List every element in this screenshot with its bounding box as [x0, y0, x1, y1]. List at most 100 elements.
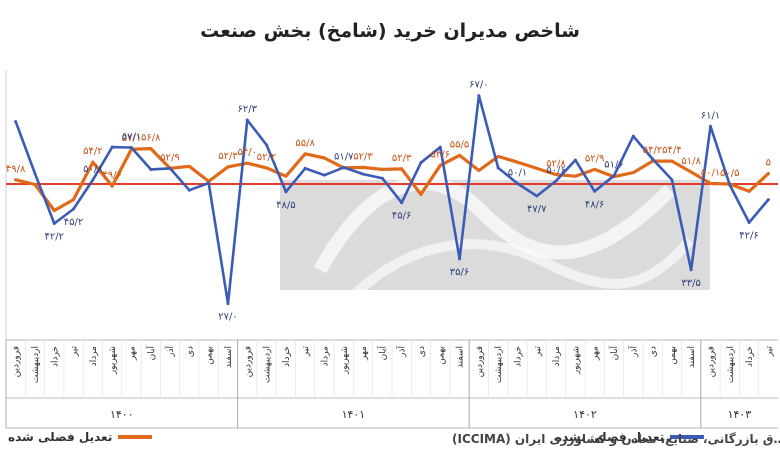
month-tick-label-28: مرداد: [552, 346, 562, 366]
month-tick-label-18: مهر: [359, 346, 369, 361]
non-seasonal-data-label-14: ۴۸/۵: [276, 200, 295, 211]
non-seasonal-data-label-28: ۵۰/۶: [546, 165, 565, 176]
non-seasonal-point-5: [110, 145, 114, 149]
seasonal-data-label-8: ۵۲/۹: [160, 152, 179, 163]
seasonal-data-label-15: ۵۵/۸: [295, 138, 315, 149]
seasonal-data-label-39: ۵: [766, 158, 771, 169]
non-seasonal-data-label-3: ۴۵/۲: [64, 217, 83, 228]
seasonal-point-13: [265, 166, 269, 170]
legend-seasonal: تعدیل فصلی شده: [8, 430, 153, 444]
chart-title: شاخص مدیران خرید (شامخ) بخش صنعت: [200, 20, 580, 42]
month-tick-label-10: بهمن: [205, 346, 215, 365]
non-seasonal-point-25: [496, 166, 500, 170]
month-tick-label-35: اسفند: [687, 346, 697, 368]
non-seasonal-point-18: [361, 172, 365, 176]
non-seasonal-point-13: [265, 143, 269, 147]
legend-non-seasonal: تعدیل فصلی نشده: [555, 430, 705, 444]
seasonal-point-3: [72, 198, 76, 202]
non-seasonal-point-3: [72, 207, 76, 211]
legend-seasonal-label: تعدیل فصلی شده: [8, 430, 113, 444]
legend-non-seasonal-label: تعدیل فصلی نشده: [555, 430, 665, 444]
month-tick-label-22: بهمن: [436, 346, 446, 365]
seasonal-point-14: [284, 174, 288, 178]
seasonal-point-1: [33, 183, 37, 187]
non-seasonal-point-16: [322, 173, 326, 177]
non-seasonal-point-9: [187, 188, 191, 192]
month-tick-label-9: دی: [185, 346, 195, 357]
series-line-seasonal: [14, 147, 771, 213]
non-seasonal-point-14: [284, 190, 288, 194]
month-tick-label-5: شهریور: [108, 346, 118, 375]
non-seasonal-point-38: [747, 220, 751, 224]
seasonal-point-23: [458, 153, 462, 157]
month-tick-label-27: تیر: [533, 346, 543, 358]
seasonal-point-36: [708, 181, 712, 185]
month-tick-label-19: آبان: [376, 346, 388, 361]
month-tick-label-13: اردیبهشت: [263, 346, 273, 383]
non-seasonal-data-label-6: ۵۷/۱: [122, 132, 141, 143]
year-label-2: ۱۴۰۲: [573, 408, 597, 421]
non-seasonal-point-4: [91, 178, 95, 182]
non-seasonal-point-39: [766, 198, 770, 202]
month-tick-label-25: اردیبهشت: [494, 346, 504, 383]
seasonal-data-label-5: ۴۹/۶: [102, 170, 121, 181]
month-tick-label-3: تیر: [70, 346, 80, 358]
seasonal-point-11: [226, 165, 230, 169]
non-seasonal-point-17: [342, 165, 346, 169]
month-tick-label-8: آذر: [164, 346, 176, 358]
non-seasonal-data-label-4: ۵۰/۸: [83, 164, 103, 175]
seasonal-point-28: [554, 173, 558, 177]
seasonal-data-label-28: ۵۲/۸: [546, 159, 566, 170]
month-tick-label-39: تیر: [764, 346, 774, 358]
month-tick-label-30: مهر: [591, 346, 601, 361]
seasonal-point-29: [573, 174, 577, 178]
seasonal-point-32: [631, 171, 635, 175]
month-tick-label-34: بهمن: [668, 346, 678, 365]
month-tick-label-7: آبان: [145, 346, 157, 361]
month-tick-label-16: مرداد: [320, 346, 330, 366]
non-seasonal-point-28: [554, 179, 558, 183]
month-tick-label-20: آذر: [396, 346, 408, 358]
month-tick-label-37: اردیبهشت: [726, 346, 736, 383]
seasonal-data-label-12: ۵۴/۰: [238, 147, 257, 158]
seasonal-data-label-30: ۵۲/۹: [585, 153, 604, 164]
seasonal-point-35: [689, 170, 693, 174]
non-seasonal-point-24: [477, 94, 481, 98]
month-tick-label-24: فروردین: [475, 346, 485, 377]
seasonal-data-label-36: ۵۰/۱: [701, 167, 720, 178]
non-seasonal-point-36: [708, 124, 712, 128]
non-seasonal-point-34: [670, 178, 674, 182]
seasonal-point-34: [670, 159, 674, 163]
seasonal-point-18: [361, 165, 365, 169]
seasonal-data-label-37: ۵۰/۵: [720, 168, 739, 179]
non-seasonal-data-label-38: ۴۲/۶: [739, 230, 758, 241]
non-seasonal-point-0: [14, 120, 18, 124]
non-seasonal-point-20: [400, 201, 404, 205]
non-seasonal-point-1: [33, 172, 37, 176]
seasonal-data-label-33: ۵۴/۲: [643, 145, 662, 156]
seasonal-data-label-23: ۵۵/۵: [450, 139, 469, 150]
non-seasonal-point-7: [149, 167, 153, 171]
seasonal-point-26: [515, 160, 519, 164]
seasonal-data-label-0: ۴۹/۸: [6, 164, 26, 175]
month-tick-label-17: شهریور: [340, 346, 350, 375]
legend-non-seasonal-swatch: [670, 435, 705, 439]
month-tick-label-0: فروردین: [12, 346, 22, 377]
source-note: …ق بازرگانی، صنایع، معادن و کشاورزی ایرا…: [452, 432, 780, 446]
seasonal-point-2: [52, 209, 56, 213]
year-label-1: ۱۴۰۱: [342, 408, 366, 421]
seasonal-data-label-7: ۵۶/۸: [141, 133, 161, 144]
non-seasonal-point-11: [226, 302, 230, 306]
non-seasonal-point-22: [438, 145, 442, 149]
month-tick-label-36: فروردین: [706, 346, 716, 377]
non-seasonal-point-30: [593, 189, 597, 193]
seasonal-point-38: [747, 189, 751, 193]
series-line-non-seasonal: [14, 94, 770, 305]
seasonal-data-label-11: ۵۲/۳: [218, 151, 238, 162]
seasonal-data-label-4: ۵۴/۲: [83, 146, 102, 157]
non-seasonal-data-label-23: ۳۵/۶: [450, 267, 469, 278]
month-tick-label-33: دی: [649, 346, 659, 357]
seasonal-data-label-13: ۵۲/۲: [257, 152, 276, 163]
seasonal-point-22: [438, 163, 442, 167]
